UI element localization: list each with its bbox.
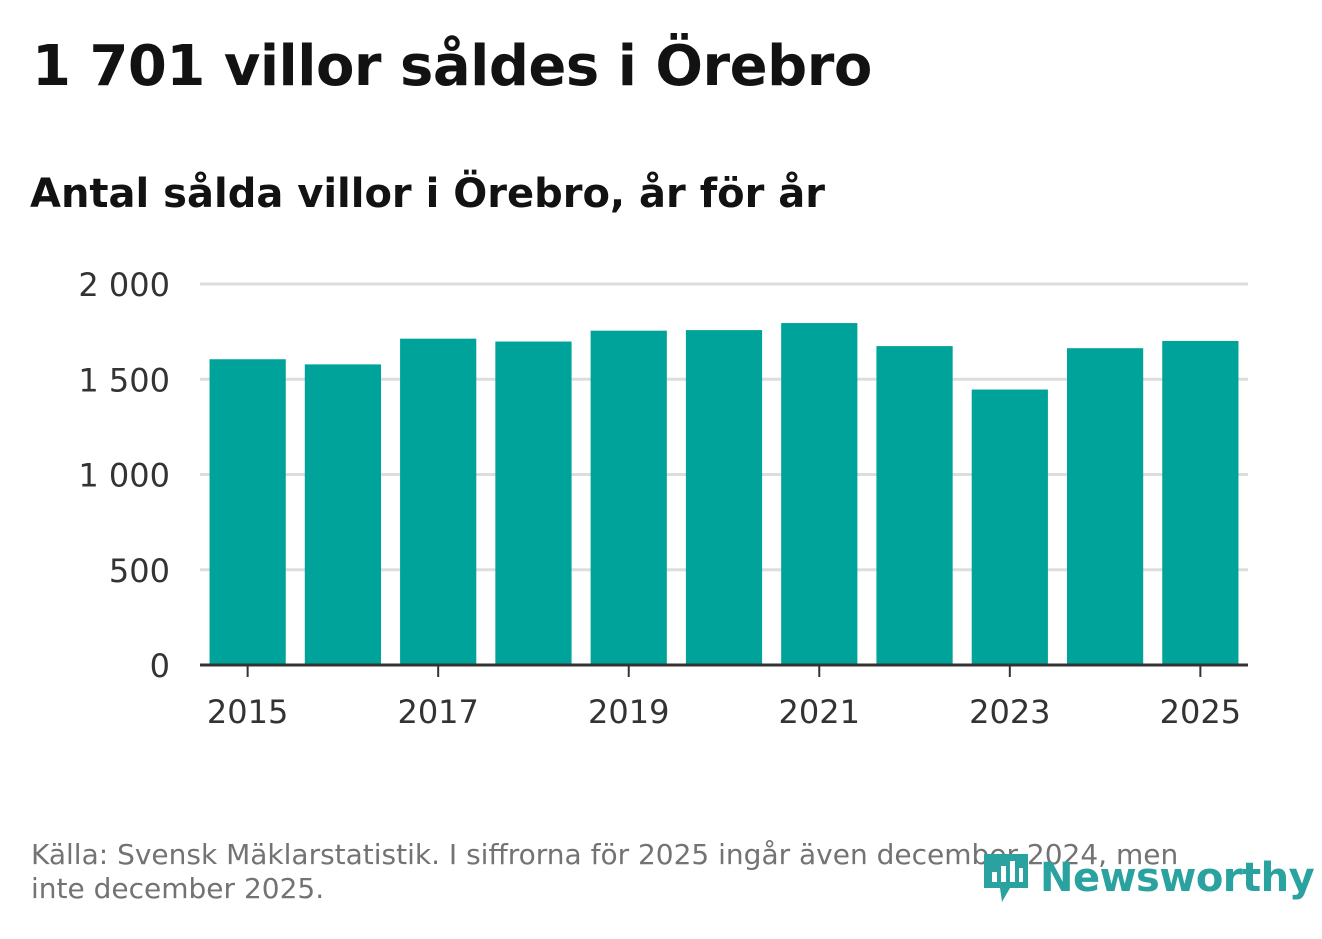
bar-2020: [685, 330, 763, 665]
x-axis: 2015 2017 2019 2021 2023 2025: [200, 663, 1248, 731]
bar-2015: [209, 359, 286, 665]
logo-text: Newsworthy: [1040, 855, 1315, 901]
y-axis-labels: 0 500 1 000 1 500 2 000: [78, 266, 170, 685]
bar-2018: [495, 341, 572, 665]
bar-2017: [400, 338, 477, 665]
bar-2024: [1066, 348, 1144, 665]
y-tick-label: 0: [150, 647, 170, 685]
bar-2016: [304, 364, 382, 665]
bar-2019: [590, 330, 667, 665]
x-tick-label: 2023: [969, 693, 1050, 731]
newsworthy-logo: Newsworthy: [980, 848, 1315, 908]
bar-2025: [1162, 340, 1239, 665]
y-tick-label: 1 500: [78, 361, 170, 399]
y-tick-label: 1 000: [78, 457, 170, 495]
chart-subtitle: Antal sålda villor i Örebro, år för år: [30, 171, 825, 217]
x-tick-label: 2015: [207, 693, 288, 731]
x-tick-label: 2021: [779, 693, 860, 731]
bars: [209, 323, 1239, 665]
x-tick-label: 2019: [588, 693, 669, 731]
bar-2021: [781, 323, 858, 665]
bar-chart: 0 500 1 000 1 500 2 000 2015 2017 2019 2021 2023…: [78, 266, 1248, 731]
bar-2023: [971, 389, 1048, 665]
y-tick-label: 500: [109, 552, 170, 590]
newsworthy-logo-icon: [984, 854, 1028, 902]
x-tick-label: 2017: [397, 693, 478, 731]
chart-title: 1 701 villor såldes i Örebro: [32, 34, 872, 99]
y-tick-label: 2 000: [78, 266, 170, 304]
x-tick-label: 2025: [1160, 693, 1241, 731]
bar-2022: [876, 346, 953, 665]
